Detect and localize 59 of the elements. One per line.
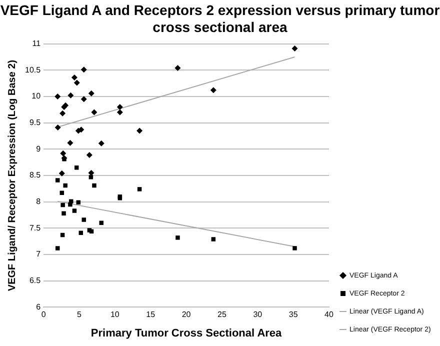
- x-tick-label: 40: [324, 310, 334, 320]
- point: [72, 208, 77, 213]
- point: [98, 140, 104, 146]
- y-tick-label: 6.5: [29, 276, 42, 286]
- y-tick-label: 10: [32, 92, 42, 101]
- y-tick-label: 10.5: [24, 65, 42, 74]
- point: [211, 237, 216, 242]
- point: [86, 152, 92, 158]
- y-tick-label: 7.5: [29, 223, 42, 232]
- point: [116, 109, 123, 116]
- y-tick-label: 8: [36, 197, 42, 206]
- point: [54, 124, 61, 131]
- point: [292, 46, 298, 52]
- x-tick-label: 5: [77, 310, 82, 320]
- point: [68, 202, 72, 207]
- point: [63, 183, 68, 188]
- y-axis-title: VEGF Ligand/ Receptor Expression (Log Base 2): [6, 60, 18, 292]
- y-tick-label: 8.5: [29, 170, 42, 180]
- x-tick-label: 25: [218, 310, 227, 320]
- point: [54, 93, 61, 100]
- y-tick-label: 9.5: [29, 118, 42, 128]
- point: [60, 110, 66, 116]
- point: [82, 218, 86, 222]
- point: [80, 66, 87, 73]
- point: [99, 220, 104, 226]
- x-tick-label: 20: [182, 310, 192, 320]
- point: [176, 236, 180, 240]
- point: [174, 65, 181, 72]
- y-tick-label: 11: [32, 39, 42, 48]
- point: [92, 183, 96, 188]
- point: [68, 92, 74, 98]
- point: [58, 170, 65, 176]
- point: [292, 246, 297, 250]
- point: [62, 211, 66, 216]
- point: [67, 140, 74, 146]
- point: [136, 128, 143, 134]
- point: [210, 87, 216, 94]
- point: [56, 246, 60, 250]
- y-tick-label: 9: [36, 144, 42, 154]
- point: [74, 80, 80, 86]
- y-tick-label: 6: [36, 302, 42, 312]
- point: [71, 74, 78, 81]
- point: [137, 187, 142, 192]
- x-tick-label: 10: [110, 310, 120, 320]
- point: [60, 150, 66, 156]
- x-tick-label: 30: [253, 310, 263, 320]
- x-tick-label: 15: [146, 310, 156, 320]
- point: [91, 109, 98, 116]
- y-tick-label: 7: [36, 250, 42, 259]
- x-tick-label: 35: [288, 310, 298, 320]
- x-tick-label: 0: [41, 310, 46, 320]
- point: [56, 178, 60, 182]
- point: [88, 90, 94, 96]
- chart-title: VEGF Ligand A and Receptors 2 expression versus primary tumor cross sectional area: [0, 1, 440, 36]
- point: [80, 96, 87, 102]
- point: [60, 202, 65, 208]
- x-axis-title: Primary Tumor Cross Sectional Area: [90, 327, 283, 340]
- point: [116, 104, 123, 110]
- point: [76, 200, 81, 204]
